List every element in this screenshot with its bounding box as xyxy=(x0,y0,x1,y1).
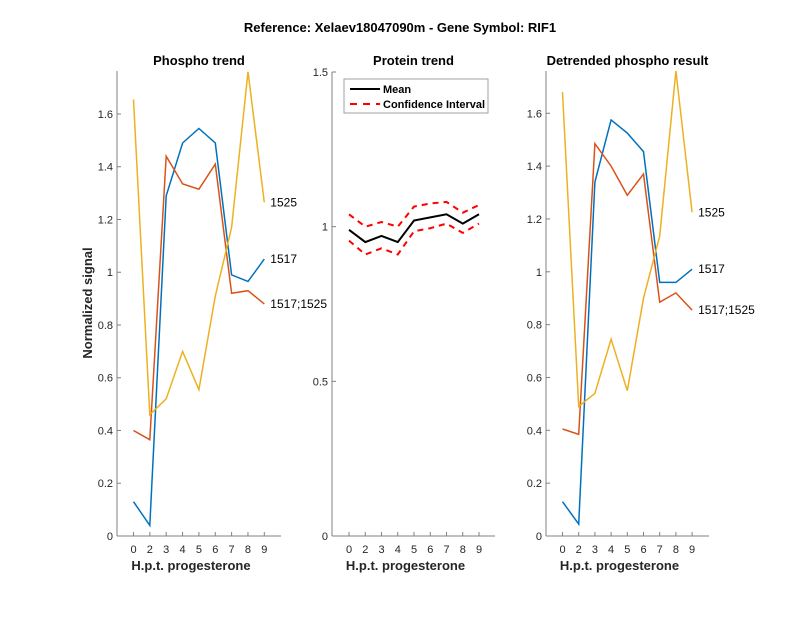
series-line-1517-1525 xyxy=(133,153,265,441)
x-tick-label: 6 xyxy=(212,544,218,556)
x-tick-label: 7 xyxy=(657,544,663,556)
x-tick-label: 3 xyxy=(378,544,384,556)
figure-suptitle: Reference: Xelaev18047090m - Gene Symbol… xyxy=(244,20,556,35)
y-axis-label: Normalized signal xyxy=(80,247,95,358)
series-end-label: 1525 xyxy=(698,205,725,219)
x-axis-label: H.p.t. progesterone xyxy=(131,558,250,573)
x-tick-label: 9 xyxy=(689,544,695,556)
y-tick-label: 1.2 xyxy=(98,214,113,226)
legend-label-confidence-interval: Confidence Interval xyxy=(383,99,485,111)
series-line-ci-upper xyxy=(348,200,480,228)
y-tick-label: 0.4 xyxy=(98,425,113,437)
y-tick-label: 1 xyxy=(107,267,113,279)
x-tick-label: 3 xyxy=(592,544,598,556)
x-tick-label: 0 xyxy=(559,544,565,556)
x-tick-label: 2 xyxy=(576,544,582,556)
series-line-1517-1525 xyxy=(562,141,693,436)
x-tick-label: 8 xyxy=(673,544,679,556)
series-end-label: 1517;1525 xyxy=(270,297,327,311)
y-tick-label: 0.5 xyxy=(313,376,328,388)
x-tick-label: 8 xyxy=(245,544,251,556)
x-tick-label: 4 xyxy=(395,544,401,556)
x-tick-label: 4 xyxy=(608,544,614,556)
y-tick-label: 1.4 xyxy=(527,161,542,173)
y-tick-label: 0.4 xyxy=(527,425,542,437)
x-tick-label: 2 xyxy=(362,544,368,556)
x-tick-label: 3 xyxy=(163,544,169,556)
x-axis-label: H.p.t. progesterone xyxy=(346,558,465,573)
x-tick-label: 9 xyxy=(261,544,267,556)
series-line-1525 xyxy=(132,71,266,417)
y-tick-label: 1 xyxy=(322,222,328,234)
y-tick-label: 0.2 xyxy=(527,478,542,490)
x-tick-label: 5 xyxy=(196,544,202,556)
y-tick-label: 0.6 xyxy=(527,372,542,384)
x-tick-label: 0 xyxy=(346,544,352,556)
y-tick-label: 0.8 xyxy=(98,320,113,332)
x-tick-label: 2 xyxy=(147,544,153,556)
legend: Mean Confidence Interval xyxy=(343,78,489,114)
legend-label-mean: Mean xyxy=(383,84,411,96)
series-line-1517 xyxy=(561,118,693,527)
x-tick-label: 4 xyxy=(179,544,185,556)
y-tick-label: 1.2 xyxy=(527,214,542,226)
series-line-ci-lower xyxy=(348,222,480,256)
y-tick-label: 1 xyxy=(536,267,542,279)
series-end-label: 1517 xyxy=(698,262,725,276)
x-tick-label: 5 xyxy=(411,544,417,556)
y-tick-label: 1.4 xyxy=(98,162,113,174)
y-tick-label: 0.8 xyxy=(527,320,542,332)
panel-detrended-phospho: Detrended phospho result 0 0.2 0.4 0.6 0.8 1 1.… xyxy=(527,53,755,573)
series-end-label: 1517;1525 xyxy=(698,303,755,317)
x-tick-label: 9 xyxy=(476,544,482,556)
x-tick-label: 0 xyxy=(130,544,136,556)
series-end-label: 1517 xyxy=(270,252,297,266)
y-tick-label: 1.6 xyxy=(527,108,542,120)
x-tick-label: 8 xyxy=(460,544,466,556)
y-tick-label: 0 xyxy=(322,531,328,543)
x-tick-label: 6 xyxy=(640,544,646,556)
x-axis-label: H.p.t. progesterone xyxy=(560,558,679,573)
panel-title: Detrended phospho result xyxy=(547,53,709,68)
series-line-1525 xyxy=(561,70,693,409)
series-line-mean xyxy=(348,213,480,244)
legend-box xyxy=(343,78,489,114)
x-tick-label: 7 xyxy=(443,544,449,556)
panel-title: Protein trend xyxy=(373,53,454,68)
y-tick-label: 0 xyxy=(107,531,113,543)
x-tick-label: 7 xyxy=(229,544,235,556)
panel-title: Phospho trend xyxy=(153,53,245,68)
y-tick-label: 1.6 xyxy=(98,109,113,121)
x-tick-label: 6 xyxy=(427,544,433,556)
x-tick-label: 5 xyxy=(624,544,630,556)
y-tick-label: 1.5 xyxy=(313,67,328,79)
y-tick-label: 0.6 xyxy=(98,373,113,385)
y-tick-label: 0 xyxy=(536,531,542,543)
y-tick-label: 0.2 xyxy=(98,478,113,490)
series-end-label: 1525 xyxy=(270,195,297,209)
